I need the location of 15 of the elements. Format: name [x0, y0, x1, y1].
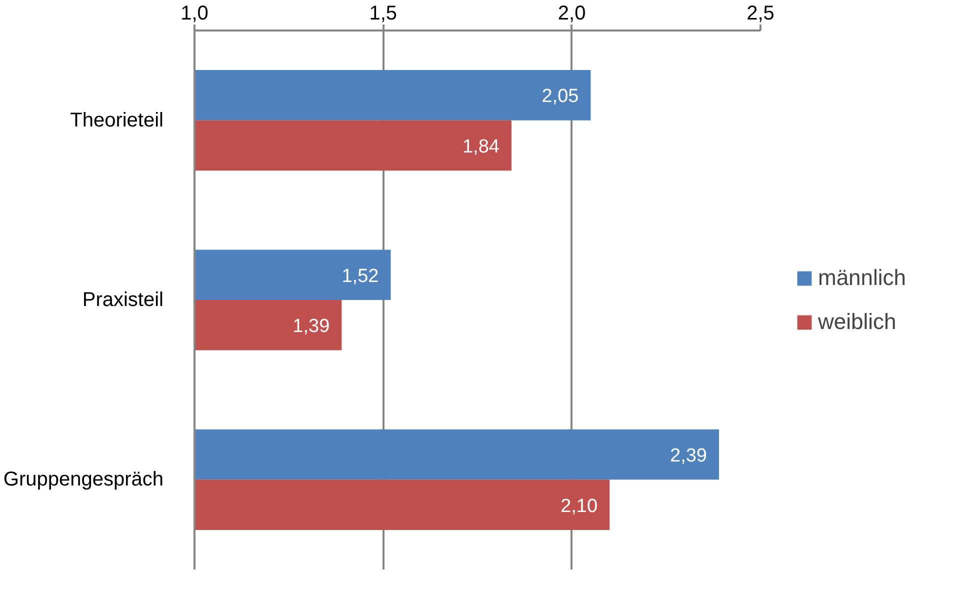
data-label: 1,84 [462, 136, 500, 158]
data-label: 2,05 [542, 86, 579, 108]
x-tick-label: 2,5 [746, 2, 774, 24]
x-tick-label: 2,0 [558, 2, 586, 24]
legend-label: weiblich [818, 308, 896, 334]
y-tick-label: Gruppengespräch [3, 468, 164, 491]
y-tick-label: Praxisteil [82, 289, 164, 311]
data-label: 1,39 [292, 316, 330, 338]
data-label: 2,39 [670, 446, 707, 467]
x-tick-label: 1,5 [369, 2, 398, 24]
y-tick-label: Theorieteil [70, 109, 164, 132]
legend-label: männlich [818, 264, 906, 290]
x-tick-label: 1,0 [180, 2, 208, 24]
data-label: 2,10 [560, 496, 598, 517]
data-label: 1,52 [342, 266, 379, 287]
